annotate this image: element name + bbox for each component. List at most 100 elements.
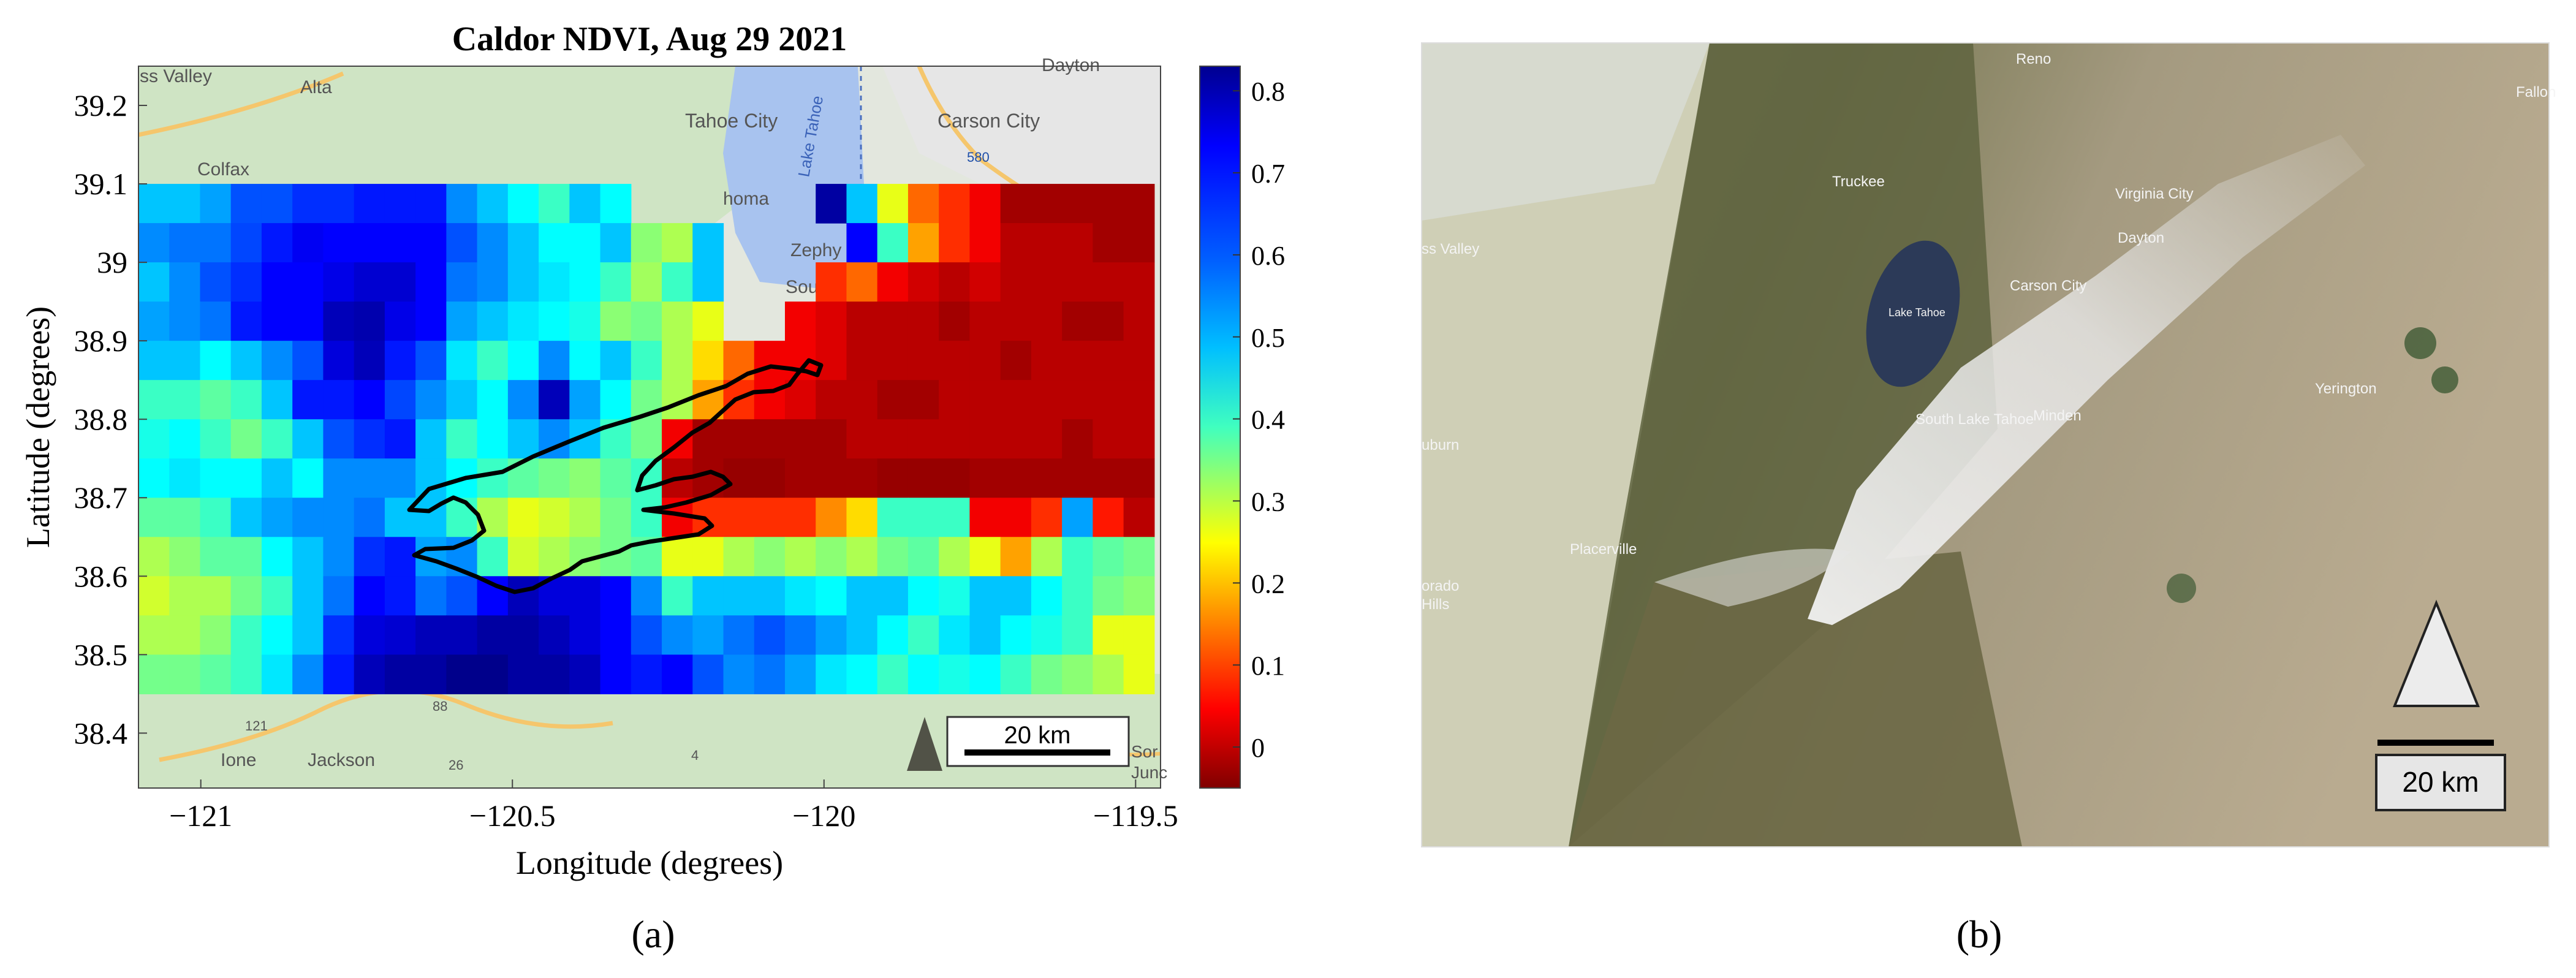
heatmap-cell <box>631 341 662 381</box>
heatmap-cell <box>354 654 385 694</box>
y-tick-label: 39 <box>97 245 127 279</box>
heatmap-cell <box>384 301 416 341</box>
heatmap-cell <box>907 262 939 302</box>
heatmap-cell <box>631 262 662 302</box>
heatmap-cell <box>261 262 293 302</box>
heatmap-cell <box>292 262 324 302</box>
y-tick-label: 39.1 <box>74 167 128 201</box>
heatmap-cell <box>292 537 324 577</box>
heatmap-cell <box>1000 223 1032 263</box>
heatmap-cell <box>692 223 724 263</box>
heatmap-cell <box>477 262 509 302</box>
heatmap-cell <box>169 380 201 420</box>
heatmap-cell <box>1000 615 1032 655</box>
heatmap-cell <box>662 537 693 577</box>
heatmap-cell <box>969 380 1001 420</box>
heatmap-cell <box>846 498 878 537</box>
heatmap-cell <box>600 576 632 616</box>
heatmap-cell <box>600 341 632 381</box>
y-tick-label: 38.5 <box>74 637 128 672</box>
heatmap-cell <box>200 498 232 537</box>
heatmap-cell <box>1093 576 1124 616</box>
x-tick-label: −120.5 <box>469 798 556 833</box>
heatmap-cell <box>692 654 724 694</box>
heatmap-cell <box>1000 301 1032 341</box>
scale-bar-label: 20 km <box>1004 722 1071 749</box>
heatmap-cell <box>1093 301 1124 341</box>
heatmap-cell <box>323 380 355 420</box>
x-tick-label: −119.5 <box>1093 798 1178 833</box>
heatmap-cell <box>631 223 662 263</box>
heatmap-cell <box>230 576 262 616</box>
heatmap-cell <box>1062 262 1093 302</box>
heatmap-cell <box>1093 419 1124 459</box>
map-label: homa <box>723 189 769 209</box>
heatmap-cell <box>507 615 539 655</box>
heatmap-cell <box>477 419 509 459</box>
heatmap-cell <box>846 458 878 498</box>
fire-perimeter <box>407 358 824 594</box>
heatmap-cell <box>477 537 509 577</box>
heatmap-cell <box>877 615 909 655</box>
heatmap-cell <box>169 341 201 381</box>
heatmap-cell <box>1000 341 1032 381</box>
heatmap-cell <box>1000 380 1032 420</box>
heatmap-cell <box>631 576 662 616</box>
y-axis-label: Latitude (degrees) <box>20 306 56 548</box>
heatmap-cell <box>261 419 293 459</box>
heatmap-cell <box>816 537 847 577</box>
heatmap-cell <box>507 537 539 577</box>
heatmap-cell <box>230 380 262 420</box>
heatmap-cell <box>169 654 201 694</box>
heatmap-cell <box>1000 537 1032 577</box>
colorbar-tick-label: 0.1 <box>1251 651 1285 681</box>
heatmap-cell <box>169 537 201 577</box>
heatmap-cell <box>415 301 447 341</box>
heatmap-cell <box>415 223 447 263</box>
heatmap-cell <box>1031 498 1063 537</box>
heatmap-cell <box>507 576 539 616</box>
heatmap-cell <box>1000 576 1032 616</box>
heatmap-cell <box>846 262 878 302</box>
heatmap-cell <box>446 223 478 263</box>
plot-frame <box>138 66 1161 789</box>
heatmap-cell <box>507 301 539 341</box>
heatmap-cell <box>539 615 570 655</box>
heatmap-cell <box>169 301 201 341</box>
heatmap-cell <box>261 576 293 616</box>
heatmap-cell <box>1031 262 1063 302</box>
heatmap-cell <box>846 419 878 459</box>
sat-label: Virginia City <box>2115 186 2194 202</box>
heatmap-cell <box>569 223 601 263</box>
y-tick-label: 38.7 <box>74 480 128 515</box>
heatmap-cell <box>631 498 662 537</box>
heatmap-cell <box>939 615 971 655</box>
heatmap-cell <box>354 341 385 381</box>
heatmap-cell <box>816 615 847 655</box>
heatmap-cell <box>846 576 878 616</box>
heatmap-cell <box>662 576 693 616</box>
heatmap-cell <box>816 576 847 616</box>
heatmap-cell <box>415 458 447 498</box>
heatmap-cell <box>292 380 324 420</box>
heatmap-cell <box>969 537 1001 577</box>
heatmap-cell <box>1062 654 1093 694</box>
sat-label: Minden <box>2033 408 2082 424</box>
heatmap-cell <box>446 301 478 341</box>
heatmap-cell <box>292 341 324 381</box>
heatmap-cell <box>723 615 755 655</box>
heatmap-cell <box>969 341 1001 381</box>
map-label: Colfax <box>197 159 249 180</box>
heatmap-cell <box>846 380 878 420</box>
heatmap-cell <box>292 615 324 655</box>
colorbar <box>1199 66 1241 789</box>
heatmap-cell <box>477 458 509 498</box>
map-label: Sor <box>1131 742 1158 761</box>
heatmap-cell <box>323 184 355 224</box>
heatmap-cell <box>907 223 939 263</box>
heatmap-cell <box>969 498 1001 537</box>
heatmap-cell <box>1031 184 1063 224</box>
heatmap-cell <box>907 537 939 577</box>
heatmap-cell <box>384 341 416 381</box>
heatmap-cell <box>384 615 416 655</box>
